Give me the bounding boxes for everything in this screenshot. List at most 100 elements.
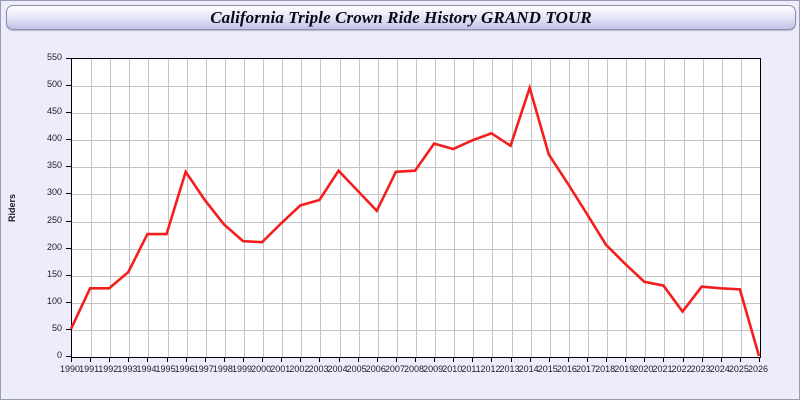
gridline-vertical xyxy=(626,59,627,357)
x-axis-tick-label: 1999 xyxy=(232,364,253,374)
plot-area xyxy=(71,58,761,358)
x-axis-tick-label: 2014 xyxy=(518,364,539,374)
gridline-vertical xyxy=(607,59,608,357)
gridline-vertical xyxy=(645,59,646,357)
x-axis-tick-mark xyxy=(740,357,741,362)
x-axis-tick-mark xyxy=(568,357,569,362)
x-axis-tick-label: 2019 xyxy=(614,364,635,374)
y-axis-tick-label: 50 xyxy=(51,322,62,333)
gridline-vertical xyxy=(206,59,207,357)
x-axis-tick-label: 1994 xyxy=(136,364,157,374)
x-axis-tick-mark xyxy=(472,357,473,362)
gridline-vertical xyxy=(378,59,379,357)
x-axis-tick-mark xyxy=(511,357,512,362)
gridline-vertical xyxy=(512,59,513,357)
x-axis-tick-mark xyxy=(128,357,129,362)
x-axis-tick-label: 2023 xyxy=(690,364,711,374)
x-axis-tick-mark xyxy=(606,357,607,362)
gridline-vertical xyxy=(531,59,532,357)
x-axis-tick-label: 1991 xyxy=(79,364,100,374)
x-axis-tick-label: 2016 xyxy=(556,364,577,374)
y-axis-tick-mark xyxy=(66,139,71,140)
gridline-vertical xyxy=(664,59,665,357)
gridline-vertical xyxy=(225,59,226,357)
x-axis-tick-mark xyxy=(415,357,416,362)
x-axis-tick-mark xyxy=(396,357,397,362)
gridline-vertical xyxy=(340,59,341,357)
gridline-vertical xyxy=(454,59,455,357)
x-axis-tick-label: 2018 xyxy=(595,364,616,374)
x-axis-tick-label: 2025 xyxy=(728,364,749,374)
x-axis-tick-label: 2015 xyxy=(537,364,558,374)
x-axis-tick-label: 2012 xyxy=(480,364,501,374)
gridline-vertical xyxy=(320,59,321,357)
y-axis-tick-mark xyxy=(66,58,71,59)
x-axis-tick-label: 2010 xyxy=(442,364,463,374)
x-axis-tick-mark xyxy=(759,357,760,362)
x-axis-tick-mark xyxy=(625,357,626,362)
y-axis-tick-label: 150 xyxy=(46,268,62,279)
x-axis-tick-mark xyxy=(702,357,703,362)
x-axis-tick-mark xyxy=(377,357,378,362)
gridline-vertical xyxy=(168,59,169,357)
y-axis-tick-label: 500 xyxy=(46,79,62,90)
x-axis-tick-label: 2005 xyxy=(346,364,367,374)
gridline-vertical xyxy=(588,59,589,357)
y-axis-tick-mark xyxy=(66,221,71,222)
x-axis-tick-label: 2024 xyxy=(709,364,730,374)
gridline-vertical xyxy=(263,59,264,357)
gridline-vertical xyxy=(359,59,360,357)
gridline-vertical xyxy=(148,59,149,357)
x-axis-tick-label: 2013 xyxy=(499,364,520,374)
x-axis-tick-mark xyxy=(281,357,282,362)
x-axis-tick-label: 1992 xyxy=(98,364,119,374)
gridline-vertical xyxy=(741,59,742,357)
x-axis-tick-label: 1990 xyxy=(60,364,81,374)
y-axis-tick-mark xyxy=(66,193,71,194)
gridline-vertical xyxy=(91,59,92,357)
gridline-vertical xyxy=(397,59,398,357)
y-axis-tick-mark xyxy=(66,166,71,167)
y-axis-tick-mark xyxy=(66,85,71,86)
gridline-vertical xyxy=(244,59,245,357)
x-axis-tick-mark xyxy=(262,357,263,362)
y-axis-title: Riders xyxy=(7,193,17,222)
x-axis-tick-mark xyxy=(109,357,110,362)
gridline-vertical xyxy=(569,59,570,357)
gridline-vertical xyxy=(301,59,302,357)
y-axis-tick-label: 400 xyxy=(46,133,62,144)
x-axis-tick-label: 2011 xyxy=(461,364,481,374)
y-axis-tick-label: 450 xyxy=(46,106,62,117)
chart-title: California Triple Crown Ride History GRA… xyxy=(210,7,592,27)
y-axis-tick-mark xyxy=(66,275,71,276)
x-axis-tick-label: 1998 xyxy=(212,364,233,374)
x-axis-tick-label: 2009 xyxy=(423,364,444,374)
x-axis-tick-mark xyxy=(224,357,225,362)
gridline-vertical xyxy=(416,59,417,357)
x-axis-tick-mark xyxy=(358,357,359,362)
y-axis-tick-mark xyxy=(66,356,71,357)
x-axis-tick-label: 2002 xyxy=(289,364,310,374)
y-axis-tick-mark xyxy=(66,248,71,249)
x-axis-tick-label: 2001 xyxy=(270,364,291,374)
x-axis-tick-mark xyxy=(453,357,454,362)
x-axis-tick-mark xyxy=(319,357,320,362)
x-axis-tick-mark xyxy=(434,357,435,362)
gridline-vertical xyxy=(703,59,704,357)
x-axis-tick-mark xyxy=(147,357,148,362)
x-axis-tick-mark xyxy=(339,357,340,362)
y-axis-tick-label: 200 xyxy=(46,241,62,252)
y-axis-tick-mark xyxy=(66,112,71,113)
x-axis-tick-label: 2017 xyxy=(576,364,597,374)
x-axis-tick-label: 2006 xyxy=(365,364,386,374)
gridline-vertical xyxy=(473,59,474,357)
gridline-vertical xyxy=(282,59,283,357)
x-axis-tick-mark xyxy=(663,357,664,362)
y-axis-tick-label: 100 xyxy=(46,295,62,306)
x-axis-tick-mark xyxy=(587,357,588,362)
x-axis-tick-mark xyxy=(683,357,684,362)
x-axis-tick-mark xyxy=(205,357,206,362)
y-axis-tick-label: 300 xyxy=(46,187,62,198)
gridline-vertical xyxy=(684,59,685,357)
x-axis-tick-label: 1995 xyxy=(155,364,176,374)
